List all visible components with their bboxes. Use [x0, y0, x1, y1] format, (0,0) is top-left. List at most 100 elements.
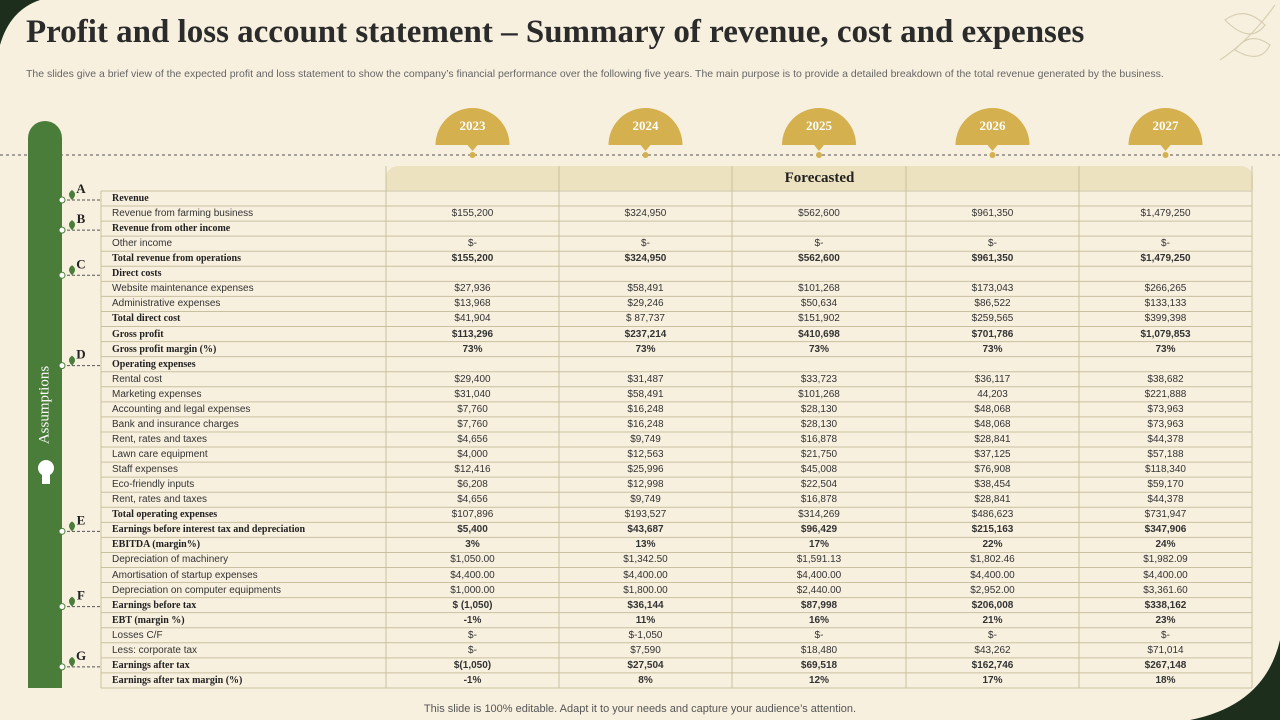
cell-value: $133,133: [1144, 298, 1187, 310]
cell-value: $9,749: [630, 494, 661, 506]
cell-value: $155,200: [451, 208, 494, 220]
cell-value: [1079, 191, 1252, 206]
year-label: 2023: [460, 118, 487, 133]
cell-value: $267,148: [1144, 659, 1187, 671]
marker-leaf: [69, 190, 75, 200]
cell-value: $173,043: [971, 283, 1014, 295]
cell-value: $562,600: [798, 208, 840, 220]
cell-value: [906, 266, 1079, 281]
cell-value: $58,491: [627, 283, 664, 295]
cell-value: $59,170: [1147, 479, 1184, 491]
cell-value: $324,950: [624, 253, 667, 265]
cell-value: $69,518: [800, 659, 838, 671]
cell-value: $-: [814, 238, 824, 250]
row-label: Earnings after tax margin (%): [112, 674, 243, 686]
cell-value: $12,998: [627, 479, 664, 491]
row-label: Rent, rates and taxes: [112, 494, 208, 506]
cell-value: $73,963: [1147, 403, 1184, 415]
cell-value: 13%: [635, 539, 656, 551]
cell-value: $31,487: [627, 373, 664, 385]
cell-value: $486,623: [971, 509, 1014, 521]
row-label: Staff expenses: [112, 464, 178, 476]
row-label: Other income: [112, 238, 173, 250]
cell-value: $44,378: [1147, 494, 1184, 506]
title: Profit and loss account statement – Summ…: [26, 14, 1085, 50]
cell-value: 73%: [635, 343, 656, 355]
row-label: Total revenue from operations: [112, 253, 241, 265]
cell-value: $562,600: [798, 253, 840, 265]
cell-value: $28,841: [974, 433, 1011, 445]
row-label: Less: corporate tax: [112, 644, 198, 656]
row-label: Revenue: [112, 193, 149, 204]
cell-value: 17%: [808, 539, 829, 551]
icon: [38, 460, 54, 484]
marker-dot: [58, 527, 66, 535]
cell-value: $324,950: [624, 208, 667, 220]
marker-letter: D: [76, 347, 85, 362]
year-pointer: [640, 145, 651, 151]
cell-value: -1%: [463, 614, 482, 626]
cell-value: $266,265: [1144, 283, 1187, 295]
cell-value: $1,079,853: [1140, 328, 1191, 340]
cell-value: $12,416: [454, 464, 491, 476]
row-label: Losses C/F: [112, 629, 163, 641]
cell-value: $6,208: [457, 479, 488, 491]
cell-value: $22,504: [800, 479, 838, 491]
cell-value: $1,802.46: [970, 554, 1015, 566]
cell-value: [559, 266, 732, 281]
cell-value: $-: [814, 629, 824, 641]
cell-value: $16,248: [627, 403, 664, 415]
cell-value: [732, 357, 906, 372]
cell-value: $399,398: [1144, 313, 1187, 325]
cell-value: $96,429: [800, 524, 838, 536]
cell-value: $58,491: [627, 388, 664, 400]
footer: This slide is 100% editable. Adapt it to…: [423, 703, 857, 715]
cell-value: [1079, 357, 1252, 372]
cell-value: $193,527: [624, 509, 667, 521]
cell-value: $44,378: [1147, 433, 1184, 445]
marker-leaf: [69, 521, 75, 532]
cell-value: $27,504: [627, 659, 664, 671]
cell-value: $13,968: [454, 298, 491, 310]
cell-value: $-: [641, 238, 650, 250]
cell-value: [559, 357, 732, 372]
cell-value: $259,565: [971, 313, 1014, 325]
row-label: Gross profit margin (%): [112, 343, 217, 355]
cell-value: $961,350: [971, 253, 1014, 265]
row-label: Revenue from farming business: [112, 208, 254, 220]
year-badge: [955, 108, 1030, 145]
cell-value: 18%: [1155, 674, 1176, 686]
year-pointer: [1160, 145, 1171, 151]
row-label: Amortisation of startup expenses: [112, 569, 258, 581]
cell-value: $101,268: [798, 283, 840, 295]
row-label: Earnings before tax: [112, 599, 197, 611]
cell-value: [559, 191, 732, 206]
year-label: 2024: [633, 118, 660, 133]
cell-value: $1,000.00: [450, 584, 495, 596]
cell-value: $28,841: [974, 494, 1011, 506]
cell-value: $221,888: [1144, 388, 1187, 400]
marker-dot: [58, 271, 66, 279]
marker-dot: [58, 663, 66, 671]
cell-value: $731,947: [1144, 509, 1187, 521]
row-label: Marketing expenses: [112, 388, 202, 400]
cell-value: $113,296: [451, 328, 494, 340]
row-label: Rent, rates and taxes: [112, 433, 208, 445]
cell-value: [906, 191, 1079, 206]
cell-value: $-1,050: [628, 629, 663, 641]
cell-value: $29,400: [454, 373, 491, 385]
cell-value: $4,400.00: [623, 569, 668, 581]
sidebar-label: Assumptions: [36, 365, 53, 445]
cell-value: $7,760: [457, 403, 488, 415]
cell-value: $50,634: [800, 298, 838, 310]
cell-value: [1079, 221, 1252, 236]
cell-value: $25,996: [627, 464, 664, 476]
year-dot: [816, 152, 822, 158]
cell-value: $4,656: [457, 494, 488, 506]
cell-value: 3%: [465, 539, 480, 551]
forecast-header: [386, 166, 1253, 190]
cell-value: 23%: [1155, 614, 1176, 626]
cell-value: $347,906: [1144, 524, 1187, 536]
cell-value: [1079, 266, 1252, 281]
